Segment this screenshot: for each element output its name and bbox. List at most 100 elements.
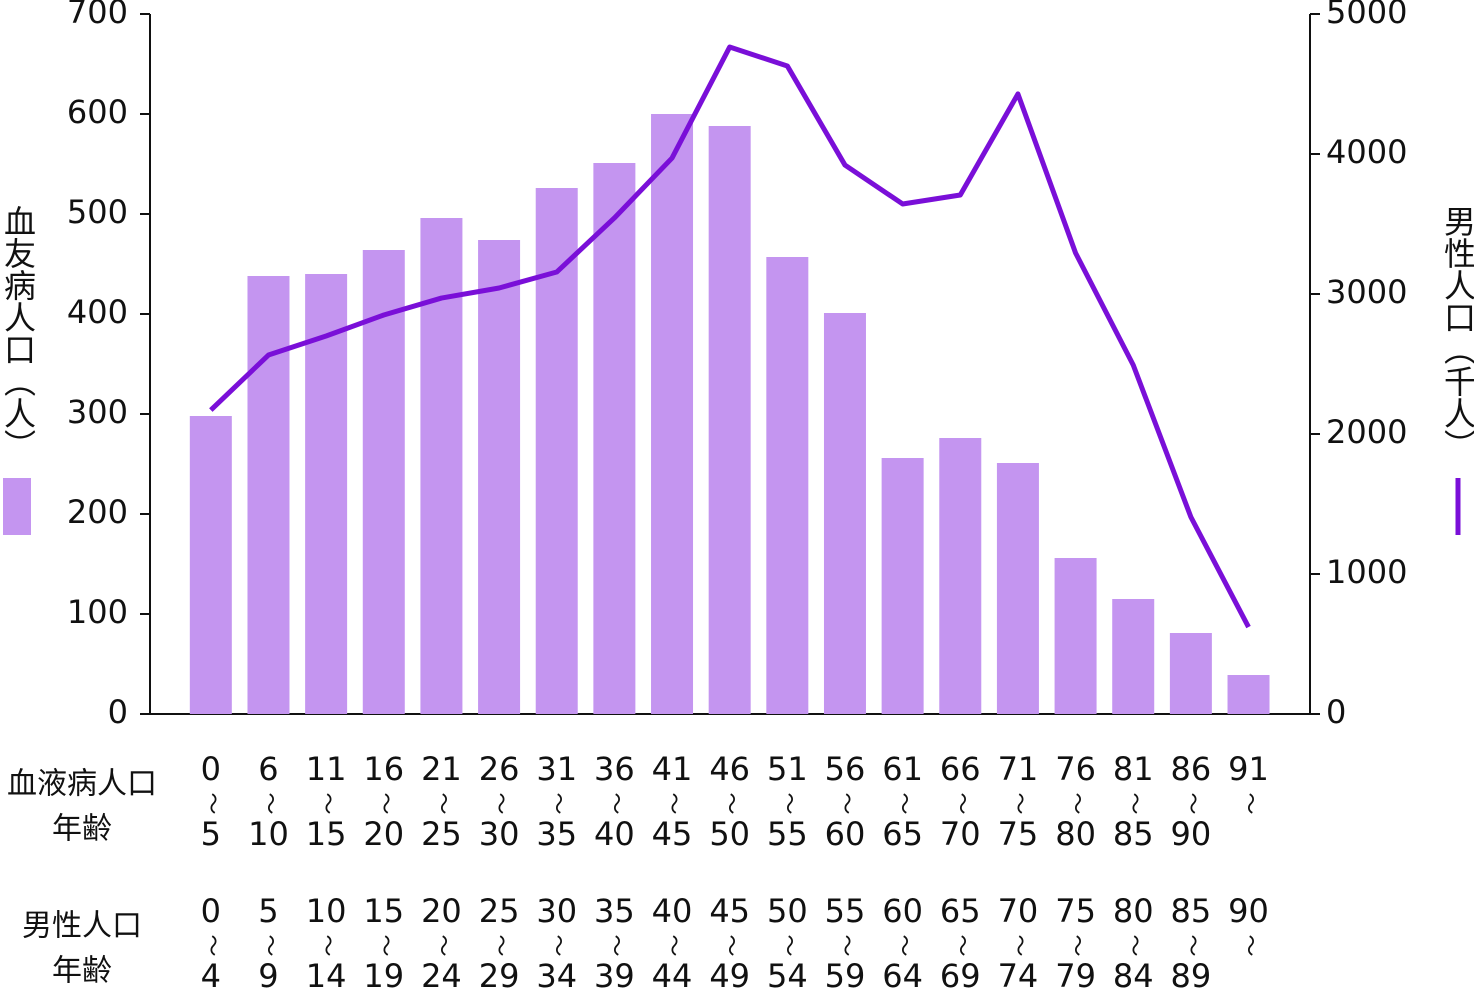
x-tick-label: 61 bbox=[882, 750, 923, 788]
line bbox=[209, 44, 1251, 629]
bar bbox=[478, 240, 521, 714]
x-tick-label: 70 bbox=[940, 815, 981, 853]
x-tick-label: 64 bbox=[882, 957, 923, 993]
x-row-label: 年齢 bbox=[52, 812, 112, 847]
bar bbox=[420, 218, 463, 714]
bar bbox=[1169, 633, 1212, 714]
legend-swatch bbox=[3, 478, 31, 535]
x-tick-label: 84 bbox=[1113, 957, 1154, 993]
x-tick-label: 49 bbox=[709, 957, 750, 993]
x-tick-label: 40 bbox=[652, 892, 693, 930]
x-tick-label: 〜 bbox=[256, 934, 281, 956]
x-tick-label: 51 bbox=[767, 750, 808, 788]
y2-tick-label: 5000 bbox=[1326, 0, 1407, 31]
x-tick-label: 〜 bbox=[1006, 792, 1031, 814]
x-tick-label: 50 bbox=[767, 892, 808, 930]
y-tick-label: 100 bbox=[67, 593, 128, 631]
x-tick-label: 30 bbox=[536, 892, 577, 930]
x-tick-label: 86 bbox=[1171, 750, 1212, 788]
bar bbox=[362, 250, 405, 714]
x-tick-label: 6 bbox=[258, 750, 278, 788]
x-tick-label: 〜 bbox=[1179, 934, 1204, 956]
x-tick-label: 〜 bbox=[833, 792, 858, 814]
x-tick-label: 〜 bbox=[545, 934, 570, 956]
x-tick-label: 0 bbox=[201, 750, 221, 788]
x-tick-label: 11 bbox=[306, 750, 347, 788]
x-tick-label: 16 bbox=[363, 750, 404, 788]
x-tick-label: 〜 bbox=[775, 792, 800, 814]
x-tick-label: 〜 bbox=[718, 792, 743, 814]
x-tick-label: 40 bbox=[594, 815, 635, 853]
x-tick-label: 〜 bbox=[1179, 792, 1204, 814]
x-tick-label: 90 bbox=[1171, 815, 1212, 853]
x-tick-label: 20 bbox=[421, 892, 462, 930]
x-tick-label: 〜 bbox=[718, 934, 743, 956]
x-tick-label: 〜 bbox=[602, 934, 627, 956]
x-tick-label: 56 bbox=[825, 750, 866, 788]
x-tick-label: 〜 bbox=[775, 934, 800, 956]
x-tick-label: 91 bbox=[1228, 750, 1269, 788]
bar bbox=[766, 257, 809, 714]
x-tick-label: 〜 bbox=[429, 792, 454, 814]
x-tick-label: 〜 bbox=[1006, 934, 1031, 956]
bar bbox=[189, 416, 232, 714]
y-tick-label: 0 bbox=[108, 693, 128, 731]
x-tick-label: 55 bbox=[825, 892, 866, 930]
x-tick-label: 54 bbox=[767, 957, 808, 993]
x-tick-label: 60 bbox=[882, 892, 923, 930]
x-tick-label: 25 bbox=[421, 815, 462, 853]
y-tick-label: 300 bbox=[67, 393, 128, 431]
x-tick-label: 36 bbox=[594, 750, 635, 788]
x-tick-label: 44 bbox=[652, 957, 693, 993]
bar bbox=[996, 463, 1039, 714]
x-tick-label: 66 bbox=[940, 750, 981, 788]
y-tick-label: 600 bbox=[67, 93, 128, 131]
x-tick-label: 60 bbox=[825, 815, 866, 853]
x-tick-label: 〜 bbox=[545, 792, 570, 814]
x-tick-label: 〜 bbox=[660, 934, 685, 956]
bar bbox=[1227, 675, 1270, 714]
x-tick-label: 〜 bbox=[891, 934, 916, 956]
x-tick-label: 41 bbox=[652, 750, 693, 788]
x-tick-label: 76 bbox=[1055, 750, 1096, 788]
x-tick-label: 74 bbox=[998, 957, 1039, 993]
x-tick-label: 45 bbox=[709, 892, 750, 930]
x-tick-label: 〜 bbox=[1237, 792, 1262, 814]
x-tick-label: 〜 bbox=[429, 934, 454, 956]
x-tick-label: 85 bbox=[1113, 815, 1154, 853]
y-axis-title: 血友病人口（人） bbox=[0, 205, 37, 461]
x-tick-label: 34 bbox=[536, 957, 577, 993]
x-row-label: 血液病人口 bbox=[7, 767, 157, 802]
x-tick-label: 31 bbox=[536, 750, 577, 788]
x-tick-label: 〜 bbox=[891, 792, 916, 814]
x-tick-label: 〜 bbox=[314, 792, 339, 814]
x-tick-label: 80 bbox=[1113, 892, 1154, 930]
x-tick-label: 4 bbox=[201, 957, 221, 993]
x-tick-label: 〜 bbox=[256, 792, 281, 814]
x-tick-label: 75 bbox=[998, 815, 1039, 853]
y2-tick-label: 2000 bbox=[1326, 413, 1407, 451]
x-tick-label: 89 bbox=[1171, 957, 1212, 993]
x-tick-label: 19 bbox=[363, 957, 404, 993]
x-tick-label: 〜 bbox=[833, 934, 858, 956]
y2-tick-label: 0 bbox=[1326, 693, 1346, 731]
x-tick-label: 15 bbox=[363, 892, 404, 930]
x-tick-label: 〜 bbox=[602, 792, 627, 814]
x-tick-label: 〜 bbox=[948, 792, 973, 814]
x-tick-label: 81 bbox=[1113, 750, 1154, 788]
x-tick-label: 〜 bbox=[199, 792, 224, 814]
bar bbox=[881, 458, 924, 714]
y2-tick-label: 3000 bbox=[1326, 273, 1407, 311]
x-tick-label: 20 bbox=[363, 815, 404, 853]
bar bbox=[823, 313, 866, 714]
bar bbox=[305, 274, 348, 714]
x-tick-label: 80 bbox=[1055, 815, 1096, 853]
x-tick-label: 70 bbox=[998, 892, 1039, 930]
bar bbox=[535, 188, 578, 714]
x-tick-label: 46 bbox=[709, 750, 750, 788]
x-tick-label: 45 bbox=[652, 815, 693, 853]
x-tick-label: 69 bbox=[940, 957, 981, 993]
x-tick-label: 90 bbox=[1228, 892, 1269, 930]
x-tick-label: 59 bbox=[825, 957, 866, 993]
y2-axis-title: 男性人口（千人） bbox=[1439, 205, 1474, 461]
